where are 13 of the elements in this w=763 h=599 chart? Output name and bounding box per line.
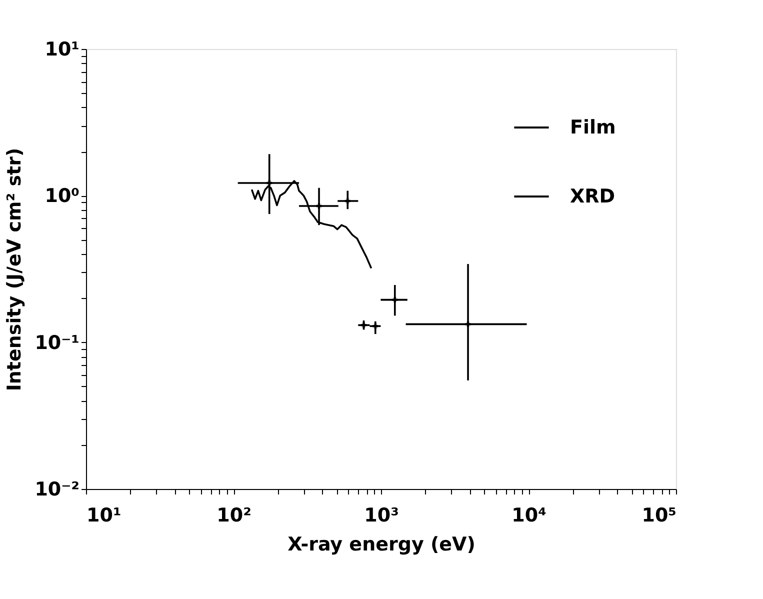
x-tick-label: 10² [216,504,252,526]
legend-label: Film [570,116,616,138]
y-tick-label: 10⁻¹ [34,332,80,354]
y-tick-label: 10⁻² [34,478,80,500]
y-tick-label: 10¹ [44,38,80,60]
x-tick-label: 10³ [364,504,399,526]
y-axis-title: Intensity (J/eV cm² str) [4,148,26,392]
x-tick-label: 10⁵ [642,504,676,526]
x-tick-label: 10¹ [86,504,122,526]
legend-label: XRD [570,186,616,208]
x-axis-title: X-ray energy (eV) [288,534,476,556]
x-tick-label: 10⁴ [512,504,546,526]
y-tick-label: 10⁰ [44,185,80,208]
